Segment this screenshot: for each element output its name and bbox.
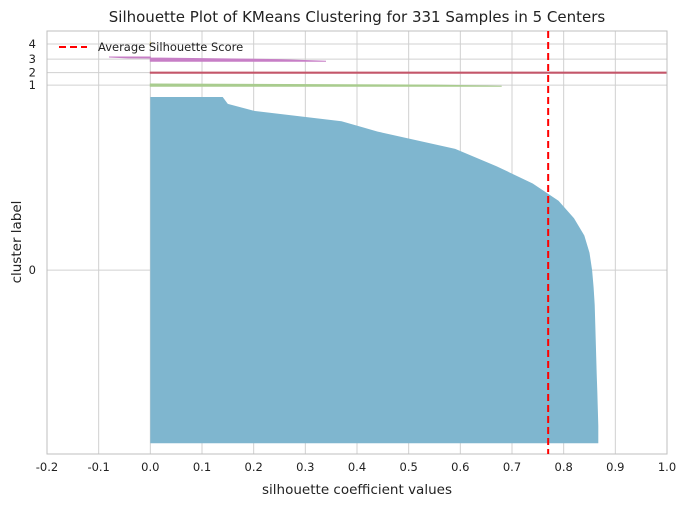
legend: Average Silhouette Score [59, 40, 243, 54]
x-tick-label: 0.1 [193, 460, 211, 474]
x-tick-label: -0.2 [36, 460, 58, 474]
y-tick-label: 1 [29, 78, 36, 92]
y-tick-label: 0 [29, 263, 36, 277]
x-axis-label: silhouette coefficient values [262, 482, 452, 498]
x-tick-label: -0.1 [87, 460, 109, 474]
x-axis-ticks: -0.2 -0.1 0.0 0.1 0.2 0.3 0.4 0.5 0.6 0.7 0.8 0.9 1.… [36, 460, 676, 474]
y-axis-label: cluster label [9, 201, 25, 284]
cluster-bands [108, 41, 668, 444]
x-tick-label: 0.9 [606, 460, 624, 474]
plot-frame [46, 30, 668, 455]
x-tick-label: 0.6 [451, 460, 469, 474]
cluster-3-silhouette [108, 56, 327, 62]
x-tick-label: 0.3 [296, 460, 314, 474]
x-tick-label: 0.5 [400, 460, 418, 474]
x-tick-label: 0.0 [141, 460, 159, 474]
y-tick-label: 4 [29, 37, 36, 51]
cluster-2-silhouette [149, 71, 668, 74]
x-tick-label: 0.4 [348, 460, 366, 474]
legend-label: Average Silhouette Score [98, 40, 243, 54]
y-tick-label: 2 [29, 66, 36, 80]
cluster-0-silhouette [150, 97, 599, 444]
plot-border [46, 30, 668, 455]
x-tick-label: 0.7 [503, 460, 521, 474]
x-tick-label: 0.2 [245, 460, 263, 474]
chart-title: Silhouette Plot of KMeans Clustering for… [109, 8, 606, 26]
y-tick-label: 3 [29, 52, 36, 66]
x-tick-label: 0.8 [555, 460, 573, 474]
cluster-1-silhouette [149, 83, 502, 87]
x-tick-label: 1.0 [658, 460, 676, 474]
